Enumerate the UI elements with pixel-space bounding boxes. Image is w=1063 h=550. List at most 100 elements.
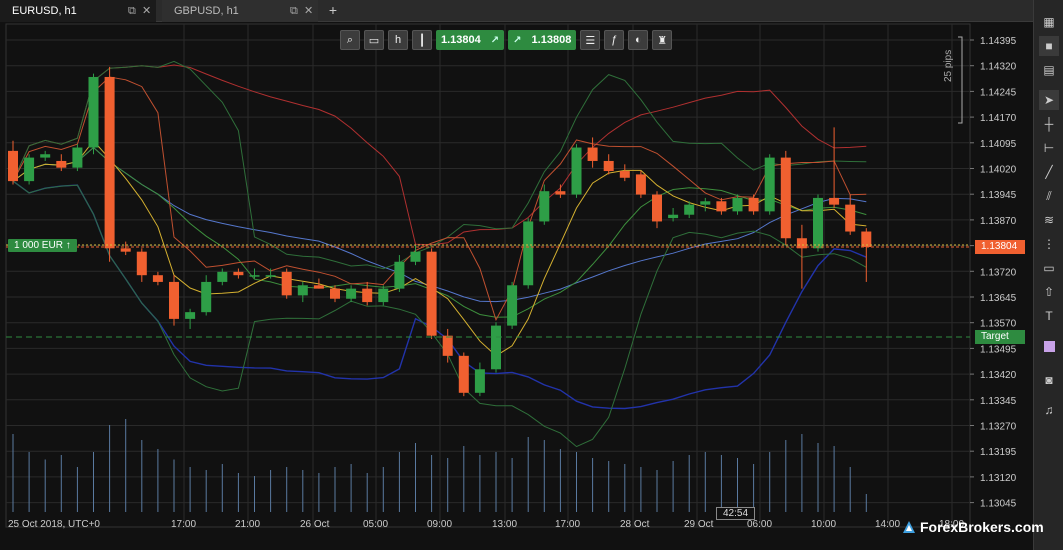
text-icon[interactable]: T (1045, 309, 1053, 323)
candle-body (491, 325, 501, 370)
candle-body (587, 147, 598, 161)
channel-icon[interactable]: ⫽ (1046, 188, 1052, 203)
candle-body (265, 275, 276, 277)
sell-button[interactable]: 1.13804 ↗ (436, 30, 505, 50)
price-axis-label: 1.13195 (980, 447, 1017, 458)
tab-eurusd[interactable]: EURUSD, h1 ⧉ ✕ (0, 0, 156, 22)
buy-button[interactable]: ↗ 1.13808 (508, 30, 577, 50)
candle-body (764, 157, 775, 212)
candle-body (233, 271, 244, 276)
candle-body (330, 288, 340, 299)
target-tag[interactable]: Target (975, 330, 1025, 344)
candle-body (410, 251, 421, 262)
candle-body (571, 147, 582, 195)
candle-body (249, 275, 260, 277)
alert-bell-icon[interactable]: ♫ (1044, 403, 1054, 417)
time-axis-label: 21:00 (235, 519, 260, 530)
candle-body (313, 285, 324, 289)
position-label[interactable]: 1 000 EUR ↑ (8, 239, 77, 252)
price-axis-label: 1.14395 (980, 36, 1017, 47)
sell-price: 1.13804 (441, 34, 481, 46)
split-chart-icon[interactable]: ▤ (1043, 63, 1055, 77)
horizontal-line-icon[interactable]: ⊢ (1043, 141, 1055, 155)
candle-body (217, 271, 228, 282)
sell-arrow-icon: ↗ (490, 34, 500, 46)
candle-body (426, 251, 437, 336)
rectangle-icon[interactable]: ▭ (1043, 261, 1055, 275)
detach-icon[interactable]: ⧉ (290, 5, 298, 17)
candle-body (474, 369, 485, 393)
buy-arrow-icon: ↗ (513, 34, 522, 46)
price-axis-label: 1.13495 (980, 344, 1017, 355)
fibonacci-icon[interactable]: ≋ (1043, 213, 1055, 227)
color-swatch-icon[interactable] (1039, 336, 1059, 356)
fib-levels-icon[interactable]: ⋮ (1043, 237, 1055, 251)
trader-icon[interactable]: ♜ (652, 30, 673, 50)
close-icon[interactable]: ✕ (304, 5, 314, 17)
candle-body (8, 150, 18, 182)
chart-toolbar: ⌕ ▭ h ┃ 1.13804 ↗ ↗ 1.13808 ☰ ƒ ◐ ♜ (340, 30, 673, 50)
sentiment-icon[interactable]: ◐ (628, 30, 649, 50)
tab-label: EURUSD, h1 (12, 5, 77, 17)
list-icon[interactable]: ☰ (580, 30, 601, 50)
time-axis-label: 29 Oct (684, 519, 714, 530)
candle-body (507, 285, 518, 326)
candle-body (732, 197, 743, 212)
candle-body (813, 197, 823, 249)
candle-body (845, 204, 856, 232)
cursor-icon[interactable]: ➤ (1039, 90, 1059, 110)
band-upper-2-line (12, 60, 867, 270)
trend-line-icon[interactable]: ╱ (1045, 165, 1053, 179)
plot-frame (5, 23, 971, 528)
time-axis-label: 25 Oct 2018, UTC+0 (8, 519, 100, 530)
candle-body (201, 281, 212, 313)
price-axis-label: 1.14245 (980, 87, 1017, 98)
candle-body (169, 281, 179, 319)
indicators-icon[interactable]: ƒ (604, 30, 625, 50)
chart-settings-icon[interactable]: ▭ (364, 30, 384, 50)
candle-body (861, 231, 872, 247)
time-axis-label: 28 Oct (620, 519, 650, 530)
arrow-up-icon[interactable]: ⇧ (1043, 285, 1055, 299)
sma10-line (12, 146, 867, 318)
current-price-tag: 1.13804 (975, 240, 1025, 254)
candle-body (56, 160, 67, 168)
price-axis-label: 1.13270 (980, 422, 1017, 433)
add-tab-button[interactable]: + (328, 2, 338, 18)
time-axis-label: 17:00 (171, 519, 196, 530)
time-axis-label: 05:00 (363, 519, 388, 530)
candle-body (829, 197, 840, 205)
candle-body (796, 238, 807, 249)
price-axis-label: 1.13045 (980, 499, 1017, 510)
time-axis-label: 26 Oct (300, 519, 330, 530)
crosshair-icon[interactable]: ┼ (1044, 117, 1054, 131)
chart-area[interactable]: 1.14395 1.14320 1.14245 1.14170 1.14095 1.140… (0, 22, 1033, 550)
zoom-icon[interactable]: ⌕ (340, 30, 360, 50)
timeframe-icon[interactable]: h (388, 30, 408, 50)
candle-body (635, 174, 646, 195)
chart-type-icon[interactable]: ┃ (412, 30, 432, 50)
candle-body (297, 285, 308, 296)
price-axis-label: 1.13945 (980, 190, 1017, 201)
pips-scale-label: 25 pips (943, 49, 954, 82)
candle-body (104, 76, 115, 249)
layout-grid-icon[interactable]: ▦ (1043, 15, 1055, 29)
candle-body (40, 154, 51, 158)
candle-body (152, 275, 163, 282)
candle-body (185, 312, 196, 319)
price-axis-label: 1.13420 (980, 370, 1017, 381)
band-fast-line (12, 76, 867, 322)
price-axis-label: 1.13570 (980, 319, 1017, 330)
detach-icon[interactable]: ⧉ (128, 5, 136, 17)
close-icon[interactable]: ✕ (142, 5, 152, 17)
tab-gbpusd[interactable]: GBPUSD, h1 ⧉ ✕ (162, 0, 318, 22)
price-chart[interactable]: 1.14395 1.14320 1.14245 1.14170 1.14095 1.140… (0, 22, 1033, 550)
candle-body (281, 271, 292, 296)
single-chart-icon[interactable]: ■ (1039, 36, 1059, 56)
time-axis-label: 09:00 (427, 519, 452, 530)
time-axis-label: 10:00 (811, 519, 836, 530)
camera-icon[interactable]: ◙ (1045, 373, 1053, 387)
drawing-toolbar: ▦ ■ ▤ ➤ ┼ ⊢ ╱ ⫽ ≋ ⋮ ▭ ⇧ T ◙ ♫ (1033, 0, 1063, 550)
watermark-text: ForexBrokers.com (920, 519, 1044, 535)
candle-body (603, 160, 614, 172)
